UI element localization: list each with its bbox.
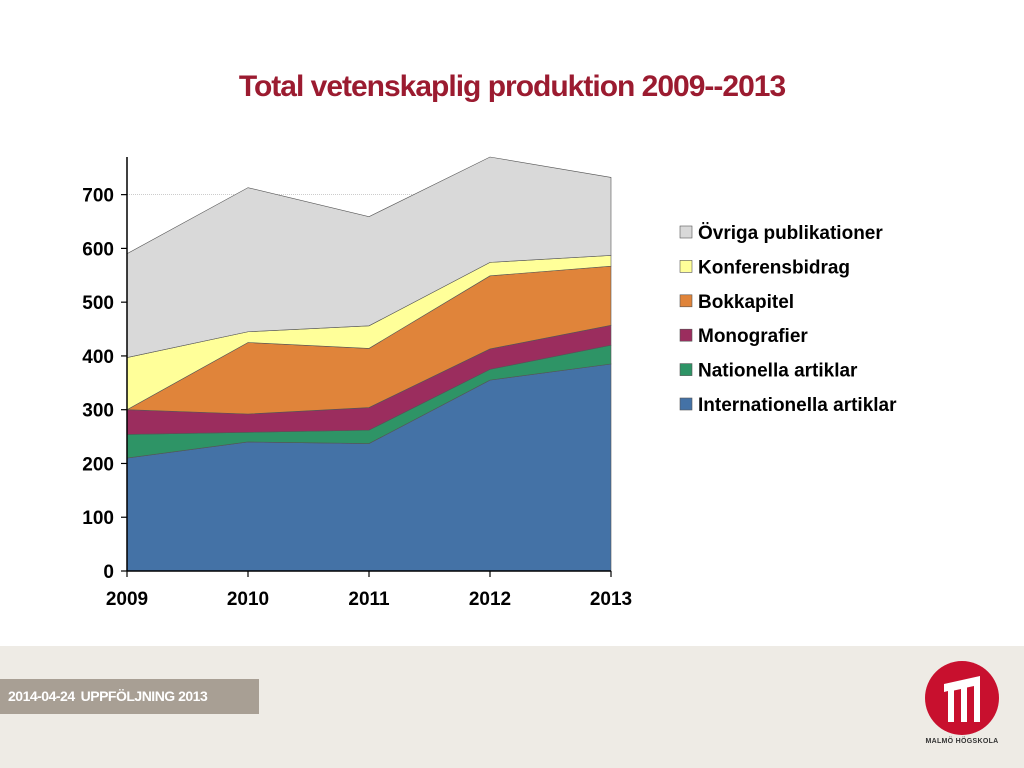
footer-date: 2014-04-24 <box>8 688 75 704</box>
x-tick-label-2009: 2009 <box>106 589 148 610</box>
footer-title: UPPFÖLJNING 2013 <box>80 688 208 704</box>
legend-label-0: Övriga publikationer <box>698 223 883 244</box>
y-tick-label-600: 600 <box>82 239 114 260</box>
chart-areas <box>125 156 612 572</box>
legend-swatch-2 <box>679 294 693 308</box>
legend-swatch-1 <box>679 260 693 273</box>
legend-label-4: Nationella artiklar <box>698 361 858 382</box>
x-tick-label-2012: 2012 <box>469 589 511 610</box>
legend-swatch-5 <box>679 397 693 411</box>
legend-label-1: Konferensbidrag <box>698 257 850 278</box>
legend-label-3: Monografier <box>698 326 808 347</box>
legend-swatch-0 <box>679 225 693 239</box>
legend-swatch-4 <box>679 363 693 376</box>
y-tick-label-300: 300 <box>82 401 114 422</box>
y-tick-label-0: 0 <box>103 562 114 583</box>
y-tick-label-200: 200 <box>82 454 114 475</box>
slide-title: Total vetenskaplig produktion 2009--2013 <box>238 70 786 103</box>
chart-axes: 0 100 200 300 400 500 600 700 2009 2010 2011 2012 20… <box>82 157 632 610</box>
x-tick-label-2011: 2011 <box>348 589 390 610</box>
y-tick-label-500: 500 <box>82 293 114 314</box>
y-tick-label-100: 100 <box>82 508 114 529</box>
malmo-hogskola-logo-icon <box>925 661 999 735</box>
legend-label-2: Bokkapitel <box>698 292 794 313</box>
y-tick-label-400: 400 <box>82 347 114 368</box>
stacked-area-chart: 0 100 200 300 400 500 600 700 2009 2010 2011 2012 20… <box>82 156 897 610</box>
legend-swatch-3 <box>679 328 693 342</box>
footer-label: 2014-04-24 UPPFÖLJNING 2013 <box>0 679 259 714</box>
x-tick-label-2013: 2013 <box>590 589 632 610</box>
y-tick-label-700: 700 <box>82 186 114 207</box>
chart-legend: Övriga publikationer Konferensbidrag Bokka… <box>679 223 897 416</box>
x-tick-label-2010: 2010 <box>227 589 269 610</box>
logo-text: MALMÖ HÖGSKOLA <box>925 738 999 745</box>
legend-label-5: Internationella artiklar <box>698 395 897 416</box>
area-series-5 <box>126 156 612 358</box>
